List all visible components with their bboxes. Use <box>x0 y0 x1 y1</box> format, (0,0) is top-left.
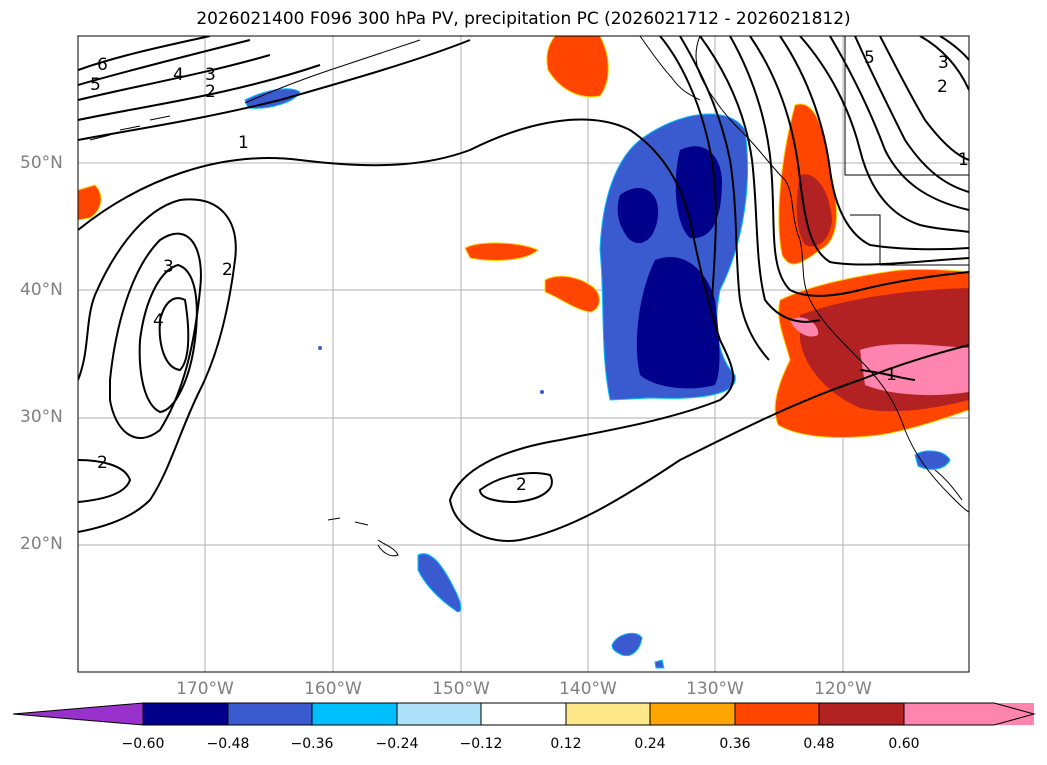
colorbar-segment <box>734 702 820 726</box>
colorbar-tick-label: −0.48 <box>206 736 250 752</box>
colorbar-segment <box>311 702 398 726</box>
colorbar-tick-label: −0.60 <box>121 736 165 752</box>
contour-label: 2 <box>937 77 948 97</box>
contour-label: 3 <box>163 257 174 277</box>
contour-label: 4 <box>173 65 184 85</box>
lat-label: 50°N <box>20 153 63 173</box>
colorbar-tick-label: −0.24 <box>375 736 419 752</box>
colorbar-extend-left <box>12 702 144 726</box>
colorbar-tick-label: −0.12 <box>459 736 503 752</box>
lon-label: 170°W <box>176 679 234 699</box>
colorbar-segment <box>227 702 313 726</box>
colorbar-segment <box>565 702 651 726</box>
lat-label: 30°N <box>20 407 63 427</box>
colorbar-extend-right <box>903 702 1036 726</box>
colorbar-segment <box>818 702 905 726</box>
contour-label: 3 <box>205 65 216 85</box>
contour-label: 2 <box>516 475 527 495</box>
contour-label: 3 <box>938 53 949 73</box>
lon-label: 150°W <box>432 679 490 699</box>
colorbar-tick-label: 0.48 <box>803 736 835 752</box>
lon-label: 120°W <box>814 679 872 699</box>
colorbar-tick-label: 0.60 <box>888 736 920 752</box>
lat-label: 40°N <box>20 280 63 300</box>
lon-label: 130°W <box>686 679 744 699</box>
contour-label: 2 <box>97 453 108 473</box>
colorbar <box>12 702 1036 726</box>
colorbar-tick-label: 0.36 <box>719 736 751 752</box>
colorbar-tick-label: −0.36 <box>290 736 334 752</box>
map-title: 2026021400 F096 300 hPa PV, precipitatio… <box>196 9 851 29</box>
map-frame <box>77 35 970 673</box>
contour-label: 1 <box>238 133 249 153</box>
coastlines <box>89 36 969 557</box>
colorbar-tick-label: 0.24 <box>634 736 666 752</box>
contour-label: 6 <box>97 55 108 75</box>
colorbar-segment <box>649 702 736 726</box>
colorbar-segment <box>396 702 482 726</box>
contour-label: 2 <box>205 82 216 102</box>
positive-anomaly-shading <box>78 36 969 438</box>
colorbar-segment <box>480 702 567 726</box>
contour-label: 5 <box>90 75 101 95</box>
colorbar-segment <box>142 702 229 726</box>
pv-contours <box>78 36 969 542</box>
colorbar-tick-label: 0.12 <box>550 736 582 752</box>
lat-label: 20°N <box>20 534 63 554</box>
contour-label: 5 <box>864 48 875 68</box>
contour-label: 1 <box>958 150 969 170</box>
lon-label: 160°W <box>304 679 362 699</box>
contour-label: 1 <box>886 365 897 385</box>
negative-anomaly-shading <box>244 88 951 669</box>
contour-label: 4 <box>153 311 164 331</box>
contour-label: 2 <box>222 260 233 280</box>
contour-labels: 6 5 4 3 2 1 3 4 2 2 2 5 3 2 1 1 <box>90 48 969 495</box>
lon-label: 140°W <box>559 679 617 699</box>
